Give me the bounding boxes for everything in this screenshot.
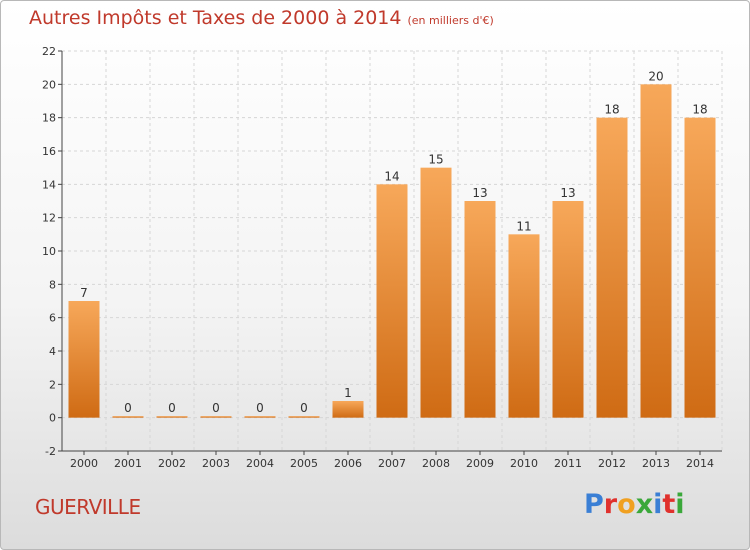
bars <box>68 84 716 418</box>
bar <box>596 117 628 418</box>
data-label: 1 <box>344 386 352 400</box>
proxiti-logo[interactable]: Proxiti <box>584 489 685 520</box>
data-label: 7 <box>80 286 88 300</box>
y-tick-label: 4 <box>49 345 56 358</box>
chart-title: Autres Impôts et Taxes de 2000 à 2014 (en… <box>29 7 494 29</box>
y-tick-label: 14 <box>42 178 56 191</box>
logo-letter: P <box>584 489 604 520</box>
y-tick-label: 18 <box>42 112 56 125</box>
bar <box>420 167 452 418</box>
logo-letter: x <box>635 489 654 520</box>
bar <box>332 401 364 418</box>
x-tick-label: 2005 <box>290 457 318 470</box>
y-tick-label: 20 <box>42 78 56 91</box>
y-tick-label: 22 <box>42 45 56 58</box>
x-tick-label: 2013 <box>642 457 670 470</box>
logo-letter: i <box>653 489 663 520</box>
x-tick-label: 2001 <box>114 457 142 470</box>
y-tick-label: 10 <box>42 245 56 258</box>
y-tick-label: 12 <box>42 212 56 225</box>
y-tick-label: 6 <box>49 312 56 325</box>
data-label: 18 <box>604 103 619 117</box>
x-tick-label: 2002 <box>158 457 186 470</box>
bar <box>200 416 232 418</box>
y-tick-label: 8 <box>49 278 56 291</box>
y-tick-label: -2 <box>45 445 56 458</box>
x-tick-label: 2014 <box>686 457 714 470</box>
bar <box>552 201 584 418</box>
data-label: 0 <box>300 401 308 415</box>
bar <box>68 301 100 418</box>
x-tick-label: 2006 <box>334 457 362 470</box>
x-tick-label: 2008 <box>422 457 450 470</box>
bar <box>112 416 144 418</box>
data-label: 18 <box>692 103 707 117</box>
bar <box>464 201 496 418</box>
data-label: 13 <box>472 186 487 200</box>
bar <box>288 416 320 418</box>
logo-letter: t <box>662 489 676 520</box>
data-label: 13 <box>560 186 575 200</box>
x-tick-label: 2007 <box>378 457 406 470</box>
logo-letter: o <box>617 489 636 520</box>
axes <box>58 50 722 455</box>
y-tick-label: 16 <box>42 145 56 158</box>
data-label: 11 <box>516 219 531 233</box>
data-label: 20 <box>648 69 663 83</box>
x-tick-label: 2012 <box>598 457 626 470</box>
data-label: 0 <box>256 401 264 415</box>
bar <box>376 184 408 418</box>
logo-letter: r <box>603 489 618 520</box>
x-tick-label: 2000 <box>70 457 98 470</box>
bar <box>156 416 188 418</box>
data-label: 14 <box>384 169 399 183</box>
bar <box>684 117 716 418</box>
bar <box>508 234 540 418</box>
x-tick-label: 2011 <box>554 457 582 470</box>
bar <box>244 416 276 418</box>
commune-name: GUERVILLE <box>35 495 141 519</box>
data-label: 0 <box>168 401 176 415</box>
y-tick-label: 2 <box>49 378 56 391</box>
bar <box>640 84 672 418</box>
y-tick-label: 0 <box>49 412 56 425</box>
chart-title-text: Autres Impôts et Taxes de 2000 à 2014 <box>29 7 402 29</box>
x-tick-label: 2010 <box>510 457 538 470</box>
x-tick-label: 2004 <box>246 457 274 470</box>
data-label: 0 <box>212 401 220 415</box>
labels: -202468101214161820222000720010200202003… <box>42 45 714 470</box>
chart-unit: (en milliers d'€) <box>407 14 494 27</box>
logo-letter: i <box>675 489 685 520</box>
data-label: 15 <box>428 153 443 167</box>
x-tick-label: 2009 <box>466 457 494 470</box>
x-tick-label: 2003 <box>202 457 230 470</box>
data-label: 0 <box>124 401 132 415</box>
